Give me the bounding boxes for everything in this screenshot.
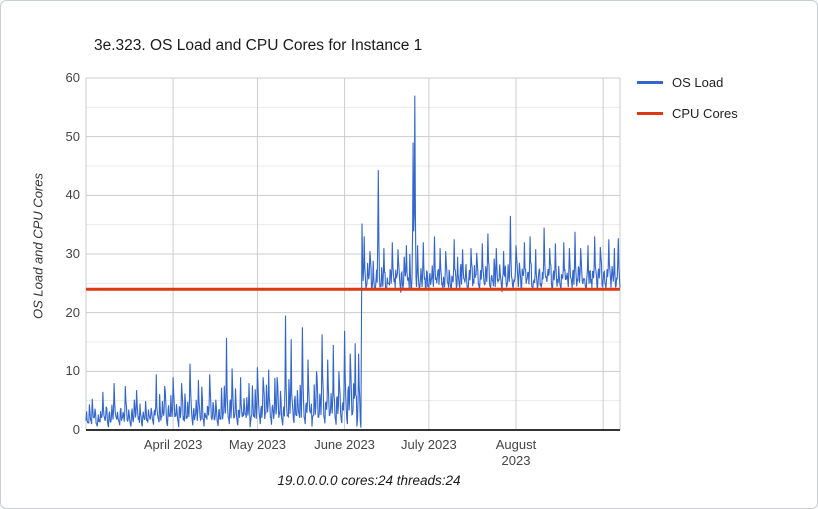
legend-line-icon <box>637 111 663 115</box>
legend-item: OS Load <box>637 74 738 90</box>
x-tick-label: May 2023 <box>228 437 286 452</box>
legend-label: OS Load <box>672 74 724 90</box>
y-tick-label: 60 <box>65 70 80 85</box>
y-tick-label: 50 <box>65 128 80 144</box>
y-tick-label: 10 <box>65 363 80 379</box>
y-tick-label: 0 <box>72 422 80 437</box>
y-tick-label: 30 <box>65 246 80 261</box>
os-load-line <box>85 95 621 428</box>
legend-line-icon <box>637 80 663 84</box>
y-tick-label: 20 <box>65 304 80 320</box>
x-tick-label: June 2023 <box>314 437 375 452</box>
y-tick-label: 40 <box>65 187 80 203</box>
x-tick-label: July 2023 <box>401 437 457 452</box>
x-tick-label: August 2023 <box>495 437 537 468</box>
legend-item: CPU Cores <box>637 105 738 121</box>
legend-label: CPU Cores <box>672 105 738 121</box>
legend: OS Load CPU Cores <box>637 74 738 136</box>
chart-caption: 19.0.0.0.0 cores:24 threads:24 <box>277 473 461 488</box>
x-tick-label: April 2023 <box>143 437 203 452</box>
chart-title: 3e.323. OS Load and CPU Cores for Instan… <box>94 37 423 54</box>
